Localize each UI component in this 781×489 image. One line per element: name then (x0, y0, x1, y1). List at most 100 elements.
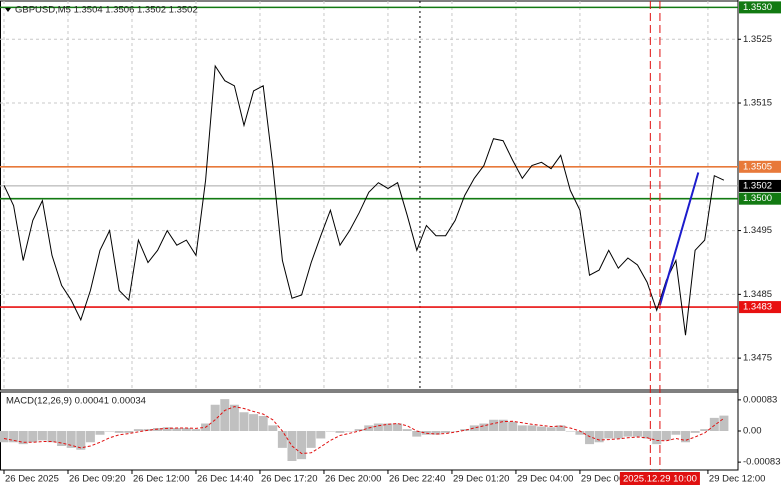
macd-bar (719, 415, 729, 431)
macd-bar (393, 423, 403, 431)
signal-line (3, 406, 725, 455)
macd-bar (249, 414, 259, 431)
macd-bar (537, 426, 547, 431)
macd-bar (565, 431, 575, 432)
x-tick-label: 29 Dec 04:00 (517, 474, 574, 485)
macd-bar (220, 399, 230, 431)
last-price-label: 1.3502 (743, 180, 772, 191)
x-tick-label: 26 Dec 14:40 (197, 474, 254, 485)
macd-bar (642, 431, 652, 439)
macd-bar (700, 429, 710, 431)
macd-bar (354, 429, 364, 431)
x-tick-label: 26 Dec 20:00 (325, 474, 382, 485)
macd-bar (210, 404, 220, 431)
x-tick-label: 26 Dec 17:20 (261, 474, 318, 485)
macd-bar (527, 425, 537, 431)
macd-bar (594, 431, 604, 443)
price-line (3, 64, 725, 336)
cursor-label-box (619, 472, 700, 485)
macd-bar (268, 425, 278, 431)
macd-bar (652, 431, 662, 445)
macd-bar (498, 419, 508, 431)
macd-bar (277, 431, 287, 448)
macd-bar (709, 417, 719, 431)
macd-bar (383, 423, 393, 431)
macd-bar (335, 431, 345, 433)
macd-bar (325, 431, 335, 432)
macd-bar (172, 428, 182, 431)
x-tick-label: 29 Dec 01:20 (453, 474, 510, 485)
level-label-box (739, 160, 781, 173)
macd-bar (95, 431, 105, 435)
macd-bar (556, 425, 566, 431)
macd-bar (181, 428, 191, 431)
level-label: 1.3483 (743, 302, 772, 313)
x-tick-label: 26 Dec 22:40 (389, 474, 446, 485)
macd-bar (373, 423, 383, 431)
y-tick-label: 1.3525 (743, 34, 772, 45)
level-label-box (739, 1, 781, 14)
y-tick-label: -0.00083 (743, 457, 781, 468)
trend-line (658, 172, 700, 306)
y-tick-label: 1.3475 (743, 353, 772, 364)
macd-bar (613, 431, 623, 439)
level-label: 1.3500 (743, 193, 772, 204)
x-tick-label: 29 Dec 06:40 (581, 474, 638, 485)
y-tick-label: 0.00 (743, 426, 762, 437)
macd-bar (431, 431, 441, 435)
macd-bar (469, 425, 479, 431)
last-price-box (739, 179, 781, 192)
macd-bar (508, 421, 518, 431)
macd-bar (297, 431, 307, 460)
macd-bar (604, 431, 614, 439)
macd-bar (681, 431, 691, 443)
macd-bar (37, 431, 47, 441)
macd-bar (479, 423, 489, 431)
macd-bar (633, 431, 643, 437)
macd-bar (114, 431, 124, 433)
macd-bar (162, 427, 172, 431)
macd-bar (489, 419, 499, 431)
macd-bar (460, 429, 470, 431)
menu-triangle (5, 8, 11, 12)
macd-bar (441, 431, 451, 433)
cursor-label: 2025.12.29 10:00 (623, 474, 697, 485)
macd-bar (76, 431, 86, 450)
macd-bar (661, 431, 671, 441)
macd-bar (690, 431, 700, 433)
macd-bar (9, 431, 19, 443)
macd-bar (412, 431, 422, 437)
macd-bar (623, 431, 633, 437)
level-label-box (739, 301, 781, 314)
macd-bar (306, 431, 316, 448)
x-tick-label: 26 Dec 12:00 (133, 474, 190, 485)
macd-bar (133, 429, 143, 431)
chart-title: GBPUSD,M5 1.3504 1.3506 1.3502 1.3502 (15, 5, 198, 16)
macd-bar (450, 431, 460, 432)
macd-bar (402, 429, 412, 431)
macd-bar (47, 431, 57, 443)
macd-bar (124, 431, 134, 433)
macd-bar (85, 431, 95, 443)
x-tick-label: 29 Dec 12:00 (709, 474, 766, 485)
level-label-box (739, 192, 781, 205)
macd-bar (517, 425, 527, 431)
macd-bar (105, 431, 115, 432)
level-label: 1.3530 (743, 2, 772, 13)
x-tick-label: 26 Dec 2025 (5, 474, 59, 485)
macd-bar (229, 404, 239, 431)
indicator-title: MACD(12,26,9) 0.00041 0.00034 (6, 396, 146, 407)
macd-bar (345, 431, 355, 432)
macd-bar (671, 431, 681, 435)
macd-bar (57, 431, 67, 446)
macd-bar (0, 431, 9, 443)
macd-bar (239, 412, 249, 431)
macd-bar (258, 416, 268, 431)
macd-bar (66, 431, 76, 448)
y-tick-label: 1.3485 (743, 289, 772, 300)
macd-bar (575, 431, 585, 435)
macd-bar (546, 427, 556, 431)
